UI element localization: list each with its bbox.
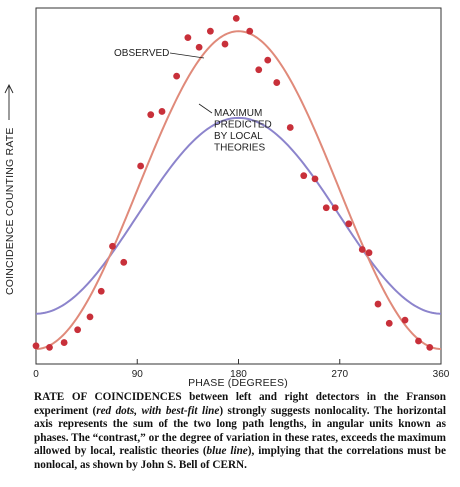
data-point [158, 108, 166, 115]
chart: 0 90 180 270 360 PHASE (DEGREES) COINCIDENCE… [4, 7, 450, 389]
y-axis-title-group: COINCIDENCE COUNTING RATE [4, 127, 16, 295]
data-point [206, 27, 214, 35]
data-point [365, 249, 373, 257]
data-point [137, 162, 145, 170]
data-point [109, 242, 116, 250]
theory-leader-line [198, 103, 213, 114]
local-theory-curve [35, 116, 442, 315]
data-point [286, 124, 294, 131]
observed-data-points [32, 14, 434, 351]
y-axis-label: COINCIDENCE COUNTING RATE [4, 127, 16, 295]
observed-fit-curve [35, 30, 442, 350]
annotation-line: BY LOCAL [214, 131, 263, 142]
data-point [322, 204, 330, 212]
data-point [264, 56, 272, 64]
x-tick-label-180: 180 [230, 369, 247, 380]
data-point [345, 220, 353, 228]
data-point [273, 79, 281, 86]
data-point [358, 246, 366, 253]
data-point [426, 343, 434, 351]
observed-annotation-text: OBSERVED [114, 48, 169, 59]
data-point [246, 27, 254, 35]
data-point [147, 111, 155, 119]
x-axis-tick-labels: 0 90 180 270 360 [33, 369, 450, 380]
data-point [86, 313, 94, 321]
data-point [300, 172, 308, 180]
caption-lead: RATE OF COINCIDENCES between left and ri… [34, 391, 446, 417]
data-point [374, 300, 382, 308]
x-tick-label-90: 90 [132, 369, 144, 380]
data-point [385, 319, 393, 327]
x-tick-label-360: 360 [433, 369, 450, 380]
annotation-line: THEORIES [214, 143, 265, 154]
theory-annotation: MAXIMUM PREDICTED BY LOCAL THEORIES [198, 103, 272, 154]
annotation-line: OBSERVED [114, 48, 169, 59]
data-point [232, 14, 240, 22]
observed-leader-line [169, 52, 205, 59]
data-point [46, 343, 53, 351]
data-point [331, 204, 339, 212]
annotation-line: PREDICTED [214, 120, 272, 131]
data-point [120, 258, 128, 266]
data-point [195, 43, 203, 51]
theory-annotation-text: MAXIMUM PREDICTED BY LOCAL THEORIES [214, 108, 272, 154]
observed-annotation: OBSERVED [114, 48, 205, 59]
data-point [60, 339, 68, 346]
x-axis-ticks [35, 359, 442, 364]
caption-blue-label: blue line [206, 445, 248, 458]
figure-caption: RATE OF COINCIDENCES between left and ri… [34, 391, 446, 473]
data-point [173, 72, 181, 80]
caption-tail: ), implying that the correlations must b… [34, 445, 446, 471]
plot-frame [35, 7, 442, 365]
data-point [311, 175, 319, 183]
data-point [184, 34, 192, 42]
caption-red-label: red dots, with best-fit line [96, 404, 220, 417]
data-point [221, 40, 229, 48]
data-point [255, 66, 263, 74]
x-tick-label-270: 270 [331, 369, 348, 380]
data-point [97, 287, 105, 295]
data-point [74, 326, 82, 334]
y-axis-arrow [4, 83, 14, 120]
data-point [32, 342, 40, 350]
data-point [401, 316, 409, 324]
annotation-line: MAXIMUM [214, 108, 262, 119]
data-point [415, 337, 422, 345]
x-tick-label-0: 0 [33, 369, 39, 380]
caption-mid: ) strongly suggests nonlocality. The hor… [34, 404, 447, 458]
x-axis-label: PHASE (DEGREES) [188, 377, 288, 389]
